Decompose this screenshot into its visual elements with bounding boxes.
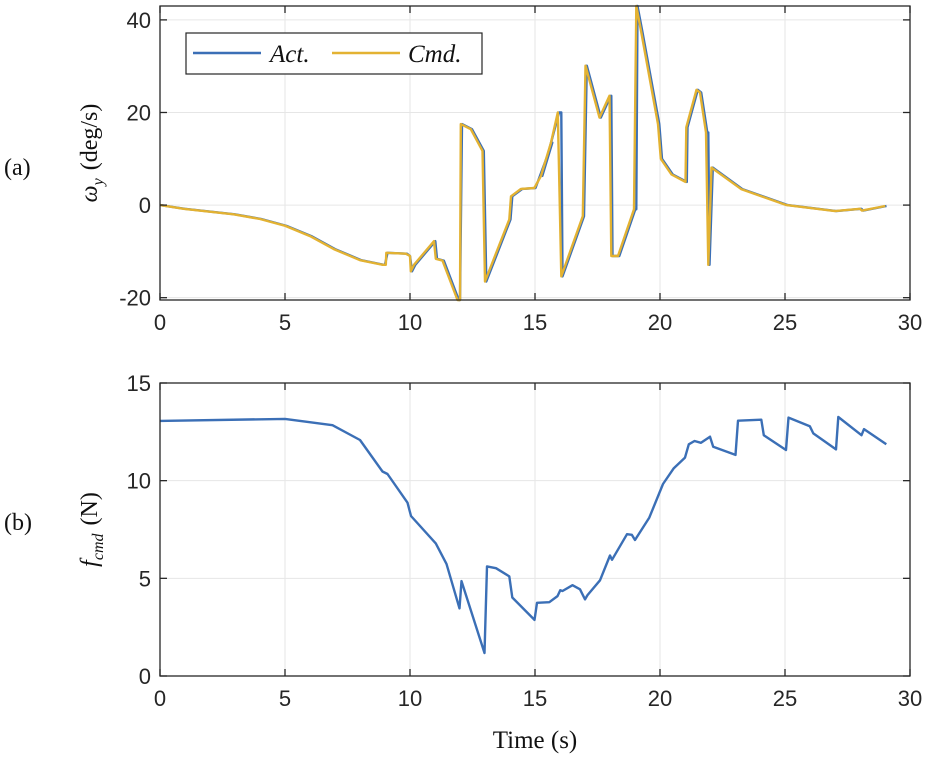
legend-label: Act. (268, 41, 310, 68)
y-tick-label: 10 (127, 469, 151, 494)
x-tick-label: 10 (398, 310, 422, 335)
y-tick-label: 40 (127, 8, 151, 33)
y-tick-label: 0 (139, 193, 151, 218)
x-tick-label: 25 (773, 686, 797, 711)
y-label-symbol: f (77, 557, 103, 567)
y-tick-label: -20 (119, 286, 151, 311)
x-axis-label: Time (s) (493, 727, 578, 754)
y-tick-label: 0 (139, 664, 151, 689)
x-tick-label: 20 (648, 310, 672, 335)
y-label-unit: (N) (77, 492, 103, 525)
x-tick-label: 30 (898, 686, 922, 711)
panel-label: (a) (4, 155, 31, 181)
x-tick-label: 0 (154, 310, 166, 335)
x-tick-label: 15 (523, 686, 547, 711)
panel-b: 0 5 10 15 20 25 30 0 5 10 15 (b) fcmd (N) Time (s) (4, 371, 922, 754)
series-line-fcmd (159, 415, 887, 655)
y-tick-label: 5 (139, 566, 151, 591)
x-tick-label: 25 (773, 310, 797, 335)
x-tick-label: 15 (523, 310, 547, 335)
y-label-subscript: cmd (90, 533, 107, 561)
x-tick-label: 5 (279, 310, 291, 335)
y-label-symbol: ω (77, 185, 103, 202)
y-tick-label: 15 (127, 371, 151, 396)
y-label-subscript: y (90, 177, 107, 187)
x-tick-label: 10 (398, 686, 422, 711)
x-tick-label: 20 (648, 686, 672, 711)
x-tick-label: 30 (898, 310, 922, 335)
series-line-cmd (159, 4, 886, 302)
panel-label: (b) (4, 510, 32, 536)
x-tick-label: 0 (154, 686, 166, 711)
y-axis-label: ωy (deg/s) (77, 104, 107, 203)
y-tick-label: 20 (127, 100, 151, 125)
y-axis-label: fcmd (N) (77, 492, 107, 567)
legend: Act. Cmd. (185, 32, 483, 75)
legend-label: Cmd. (408, 41, 461, 68)
x-tick-label: 5 (279, 686, 291, 711)
y-label-unit: (deg/s) (77, 104, 103, 171)
